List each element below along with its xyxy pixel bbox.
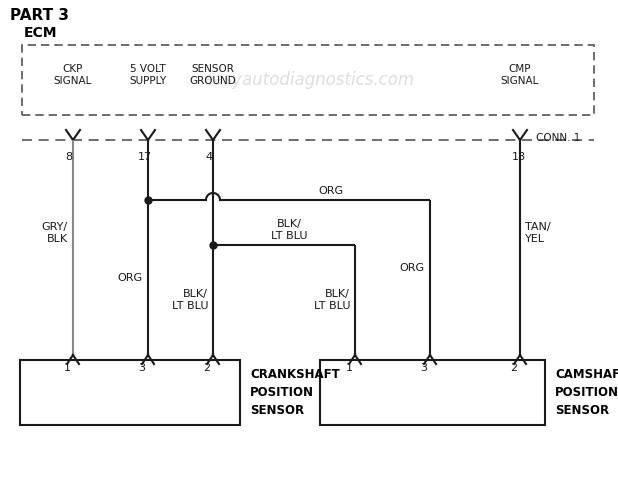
Text: BLK/
LT BLU: BLK/ LT BLU bbox=[172, 289, 208, 311]
Text: CONN. 1: CONN. 1 bbox=[536, 133, 580, 143]
Text: CMP
SIGNAL: CMP SIGNAL bbox=[501, 64, 539, 86]
Text: TAN/
YEL: TAN/ YEL bbox=[525, 222, 551, 244]
Text: 2: 2 bbox=[203, 363, 211, 373]
Text: 8: 8 bbox=[65, 152, 72, 162]
Text: 3: 3 bbox=[420, 363, 428, 373]
Text: 1: 1 bbox=[345, 363, 352, 373]
Text: ORG: ORG bbox=[318, 186, 344, 196]
Text: 3: 3 bbox=[138, 363, 145, 373]
Text: SENSOR
GROUND: SENSOR GROUND bbox=[190, 64, 236, 86]
Text: 18: 18 bbox=[512, 152, 526, 162]
Text: BLK/
LT BLU: BLK/ LT BLU bbox=[313, 289, 350, 311]
Text: GRY/
BLK: GRY/ BLK bbox=[42, 222, 68, 244]
Text: ORG: ORG bbox=[118, 273, 143, 283]
Text: easyautodiagnostics.com: easyautodiagnostics.com bbox=[203, 71, 415, 89]
Text: 4: 4 bbox=[205, 152, 212, 162]
Bar bbox=[320, 360, 545, 425]
Text: 17: 17 bbox=[138, 152, 152, 162]
Text: CRANKSHAFT
POSITION
SENSOR: CRANKSHAFT POSITION SENSOR bbox=[250, 368, 340, 417]
Text: CKP
SIGNAL: CKP SIGNAL bbox=[54, 64, 92, 86]
Text: 5 VOLT
SUPPLY: 5 VOLT SUPPLY bbox=[129, 64, 167, 86]
Text: CAMSHAFT
POSITION
SENSOR: CAMSHAFT POSITION SENSOR bbox=[555, 368, 618, 417]
Bar bbox=[22, 45, 594, 115]
Text: 2: 2 bbox=[510, 363, 517, 373]
Text: 1: 1 bbox=[64, 363, 70, 373]
Text: ORG: ORG bbox=[400, 263, 425, 273]
Text: BLK/
LT BLU: BLK/ LT BLU bbox=[271, 220, 307, 241]
Text: ECM: ECM bbox=[24, 26, 57, 40]
Text: PART 3: PART 3 bbox=[10, 8, 69, 23]
Bar bbox=[20, 360, 240, 425]
